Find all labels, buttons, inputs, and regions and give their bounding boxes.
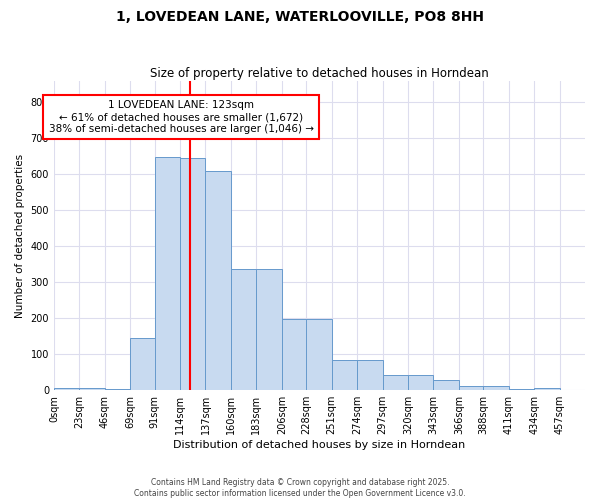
Bar [54, 388, 79, 390]
Title: Size of property relative to detached houses in Horndean: Size of property relative to detached ho… [150, 66, 489, 80]
Text: Contains HM Land Registry data © Crown copyright and database right 2025.
Contai: Contains HM Land Registry data © Crown c… [134, 478, 466, 498]
Y-axis label: Number of detached properties: Number of detached properties [15, 154, 25, 318]
Bar [408, 375, 433, 390]
Bar [459, 386, 484, 390]
Bar [357, 360, 383, 390]
Bar [433, 380, 459, 390]
Text: 1, LOVEDEAN LANE, WATERLOOVILLE, PO8 8HH: 1, LOVEDEAN LANE, WATERLOOVILLE, PO8 8HH [116, 10, 484, 24]
Bar [534, 388, 560, 390]
Bar [205, 170, 231, 390]
Bar [130, 338, 156, 390]
Bar [306, 319, 332, 390]
Text: 1 LOVEDEAN LANE: 123sqm
← 61% of detached houses are smaller (1,672)
38% of semi: 1 LOVEDEAN LANE: 123sqm ← 61% of detache… [49, 100, 314, 134]
Bar [282, 319, 307, 390]
Bar [383, 375, 408, 390]
Bar [231, 268, 256, 390]
Bar [155, 157, 180, 390]
Bar [180, 158, 205, 390]
Bar [256, 268, 282, 390]
X-axis label: Distribution of detached houses by size in Horndean: Distribution of detached houses by size … [173, 440, 466, 450]
Bar [483, 386, 509, 390]
Bar [79, 388, 105, 390]
Bar [332, 360, 357, 390]
